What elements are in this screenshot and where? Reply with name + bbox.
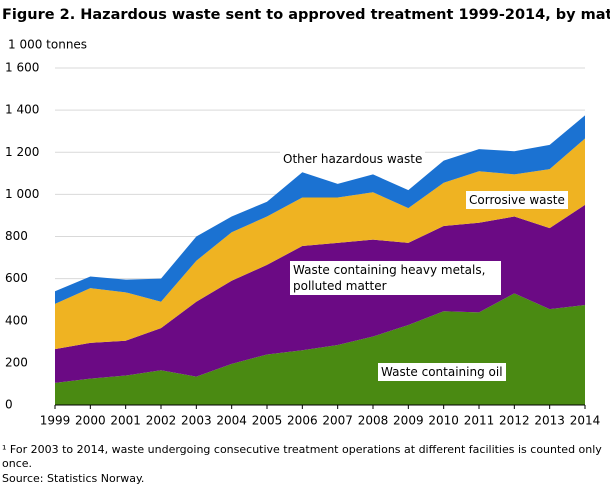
x-tick-label: 2005 [252,414,283,428]
y-tick-label: 200 [5,355,28,369]
x-tick-label: 2001 [110,414,141,428]
series-label: Waste containing heavy metals, polluted … [290,261,501,295]
y-tick-label: 1 200 [5,145,39,159]
x-tick-label: 2013 [534,414,565,428]
area [55,115,585,304]
x-tick-label: 2004 [216,414,247,428]
x-tick-label: 2008 [358,414,389,428]
y-tick-label: 1 000 [5,187,39,201]
series-label: Waste containing oil [378,363,506,381]
footnote: ¹ For 2003 to 2014, waste undergoing con… [2,443,602,470]
x-tick-label: 2002 [146,414,177,428]
x-tick-label: 2000 [75,414,106,428]
y-tick-label: 400 [5,313,28,327]
source: Source: Statistics Norway. [2,472,145,485]
x-tick-label: 2009 [393,414,424,428]
x-tick-label: 2012 [499,414,530,428]
x-tick-label: 2014 [570,414,601,428]
y-tick-label: 600 [5,271,28,285]
series-label: Corrosive waste [466,191,568,209]
series-label: Other hazardous waste [280,150,426,168]
x-tick-label: 2010 [428,414,459,428]
y-tick-label: 0 [5,398,13,412]
chart-title: Figure 2. Hazardous waste sent to approv… [2,7,610,23]
y-tick-label: 1 600 [5,61,39,75]
area [55,138,585,350]
x-tick-label: 2011 [464,414,495,428]
y-axis-label: 1 000 tonnes [8,38,87,52]
x-tick-label: 2003 [181,414,212,428]
x-tick-label: 2006 [287,414,318,428]
x-tick-label: 1999 [40,414,71,428]
y-tick-label: 1 400 [5,103,39,117]
y-tick-label: 800 [5,229,28,243]
x-tick-label: 2007 [322,414,353,428]
